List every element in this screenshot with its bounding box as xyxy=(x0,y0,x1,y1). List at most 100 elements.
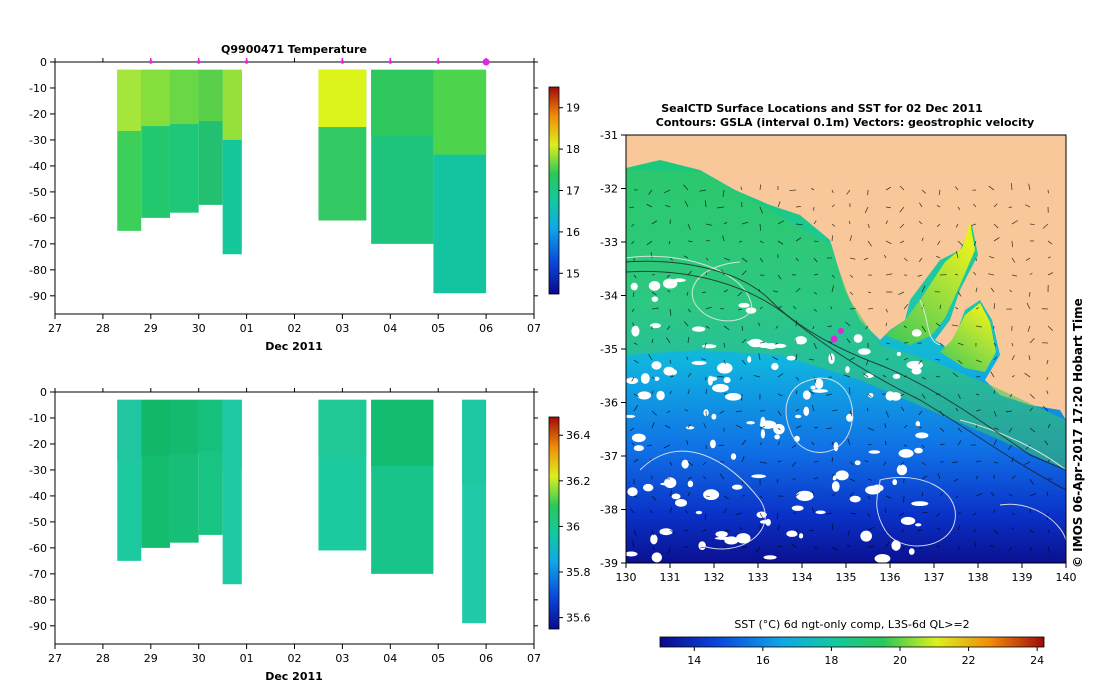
cloud-patch xyxy=(868,393,874,398)
cloud-patch xyxy=(723,377,731,384)
velocity-vector xyxy=(1011,457,1014,463)
colorbar-tick-label: 35.6 xyxy=(566,612,591,625)
velocity-vector xyxy=(1008,427,1013,433)
velocity-vector xyxy=(759,512,764,519)
x-tick-label: 28 xyxy=(96,652,110,665)
velocity-vector xyxy=(955,251,959,259)
velocity-vector xyxy=(917,529,923,532)
velocity-vector xyxy=(885,342,890,345)
velocity-vector xyxy=(813,206,815,211)
velocity-vector xyxy=(795,493,800,497)
velocity-vector xyxy=(1011,527,1014,531)
y-tick-label: -50 xyxy=(29,186,47,199)
velocity-vector xyxy=(705,223,713,226)
velocity-vector xyxy=(1008,546,1013,552)
profile-marker xyxy=(149,60,153,64)
velocity-vector xyxy=(633,342,638,345)
velocity-vector xyxy=(1029,508,1032,514)
velocity-vector xyxy=(921,444,925,449)
velocity-vector xyxy=(741,270,747,276)
profile-column xyxy=(433,69,487,294)
profile-column xyxy=(141,399,170,548)
temperature-x-label: Dec 2011 xyxy=(265,340,323,353)
velocity-vector xyxy=(939,342,944,347)
cloud-patch xyxy=(626,414,636,418)
velocity-vector xyxy=(831,523,834,531)
velocity-vector xyxy=(791,444,797,449)
velocity-vector xyxy=(648,189,653,195)
velocity-vector xyxy=(903,357,909,361)
velocity-vector xyxy=(1024,372,1031,378)
velocity-vector xyxy=(663,189,671,194)
velocity-vector xyxy=(849,235,853,242)
velocity-vector xyxy=(849,308,856,310)
velocity-vector xyxy=(867,443,872,446)
velocity-vector xyxy=(971,223,977,226)
colorbar-tick-label: 19 xyxy=(566,102,580,115)
map-title: SealCTD Surface Locations and SST for 02… xyxy=(661,102,983,115)
cloud-patch xyxy=(724,393,742,401)
velocity-vector xyxy=(686,439,689,446)
cloud-patch xyxy=(865,485,881,495)
x-tick-label: 05 xyxy=(431,322,445,335)
velocity-vector xyxy=(1025,204,1031,208)
velocity-vector xyxy=(687,389,690,395)
y-tick-label: -20 xyxy=(29,438,47,451)
cloud-patch xyxy=(663,366,675,376)
velocity-vector xyxy=(646,444,653,447)
velocity-vector xyxy=(753,375,761,378)
velocity-vector xyxy=(795,529,800,536)
profile-surface-layer xyxy=(222,399,242,470)
velocity-vector xyxy=(884,423,887,429)
velocity-vector xyxy=(651,390,654,395)
velocity-vector xyxy=(993,203,998,208)
velocity-vector xyxy=(813,291,818,295)
velocity-vector xyxy=(808,529,815,532)
cloud-patch xyxy=(675,499,688,507)
velocity-vector xyxy=(867,393,872,398)
velocity-vector xyxy=(699,189,707,192)
velocity-vector xyxy=(866,407,869,412)
velocity-vector xyxy=(883,254,887,259)
profile-column xyxy=(117,399,142,561)
velocity-vector xyxy=(812,325,815,330)
velocity-vector xyxy=(899,240,905,244)
velocity-vector xyxy=(772,290,779,293)
cloud-patch xyxy=(630,282,638,291)
x-tick-label: 27 xyxy=(48,322,62,335)
cloud-patch xyxy=(892,373,901,379)
velocity-vector xyxy=(811,441,815,446)
velocity-vector xyxy=(759,184,762,191)
velocity-vector xyxy=(1029,407,1033,412)
velocity-vector xyxy=(935,322,941,327)
y-tick-label: 0 xyxy=(40,386,47,399)
velocity-vector xyxy=(738,240,743,243)
cloud-patch xyxy=(760,429,766,439)
velocity-vector xyxy=(668,240,671,245)
coastal-warm-band xyxy=(626,170,1066,470)
cloud-patch xyxy=(671,493,681,500)
velocity-vector xyxy=(864,206,869,214)
cloud-patch xyxy=(691,326,706,332)
velocity-vector xyxy=(867,427,875,431)
velocity-vector xyxy=(792,305,797,310)
velocity-vector xyxy=(633,359,639,364)
velocity-vector xyxy=(702,529,707,532)
velocity-vector xyxy=(777,410,782,416)
velocity-vector xyxy=(687,424,691,429)
velocity-vector xyxy=(777,393,783,397)
velocity-vector xyxy=(795,408,800,412)
velocity-vector xyxy=(826,427,833,430)
cloud-patch xyxy=(914,447,923,454)
velocity-vector xyxy=(957,440,962,446)
velocity-vector xyxy=(867,495,871,500)
velocity-vector xyxy=(646,240,653,246)
velocity-vector xyxy=(1047,240,1053,245)
velocity-vector xyxy=(795,206,801,208)
velocity-vector xyxy=(973,541,977,548)
profile-surface-layer xyxy=(462,399,487,485)
velocity-vector xyxy=(865,325,869,330)
cloud-patch xyxy=(815,510,826,515)
velocity-vector xyxy=(741,339,747,344)
velocity-vector xyxy=(993,237,1000,242)
